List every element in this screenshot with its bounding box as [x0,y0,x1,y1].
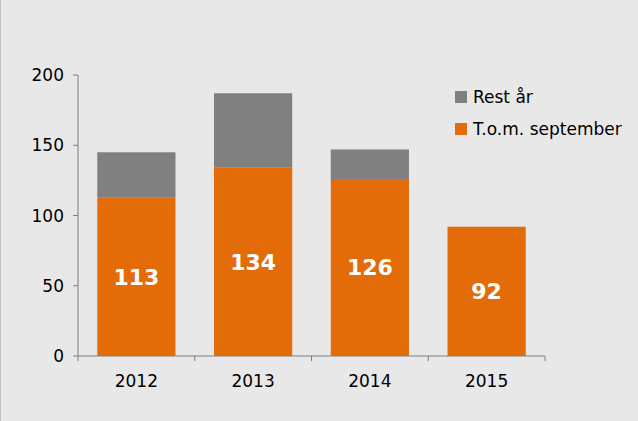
data-labels: 113 134 126 92 [113,250,502,305]
legend: Rest år T.o.m. september [455,87,622,139]
bar [448,227,526,356]
bars [97,93,525,356]
legend-swatch [455,91,467,103]
legend-label: T.o.m. september [472,119,622,139]
y-tick-label: 150 [32,135,64,155]
x-tick-label: 2014 [348,371,391,391]
bar [97,152,175,197]
chart-container: 113 134 126 92 0 50 100 150 200 2012 2013 2014 2015 R… [0,0,638,421]
y-tick [73,215,78,216]
y-tick-label: 200 [32,65,64,85]
x-tick [428,356,429,361]
x-tick [78,356,79,361]
y-tick [73,356,78,357]
data-label: 92 [471,279,502,304]
background [0,0,638,421]
y-tick-label: 0 [53,346,64,366]
bar [214,168,292,356]
bar [97,197,175,356]
legend-label: Rest år [473,87,533,107]
y-tick-label: 50 [42,276,64,296]
frame-edge [0,0,1,421]
y-tick-label: 100 [32,206,64,226]
chart-svg: 113 134 126 92 0 50 100 150 200 2012 2013 2014 2015 R… [0,0,638,421]
y-tick [73,145,78,146]
x-tick-label: 2012 [115,371,158,391]
x-tick [194,356,195,361]
x-tick-label: 2015 [465,371,508,391]
y-tick [73,285,78,286]
data-label: 126 [347,255,393,280]
x-tick-label: 2013 [231,371,274,391]
y-tick [73,75,78,76]
bar [331,149,409,179]
data-label: 134 [230,250,276,275]
data-label: 113 [113,265,159,290]
bar [331,179,409,356]
legend-swatch [455,123,467,135]
x-tick [311,356,312,361]
bar [214,93,292,167]
x-tick [545,356,546,361]
